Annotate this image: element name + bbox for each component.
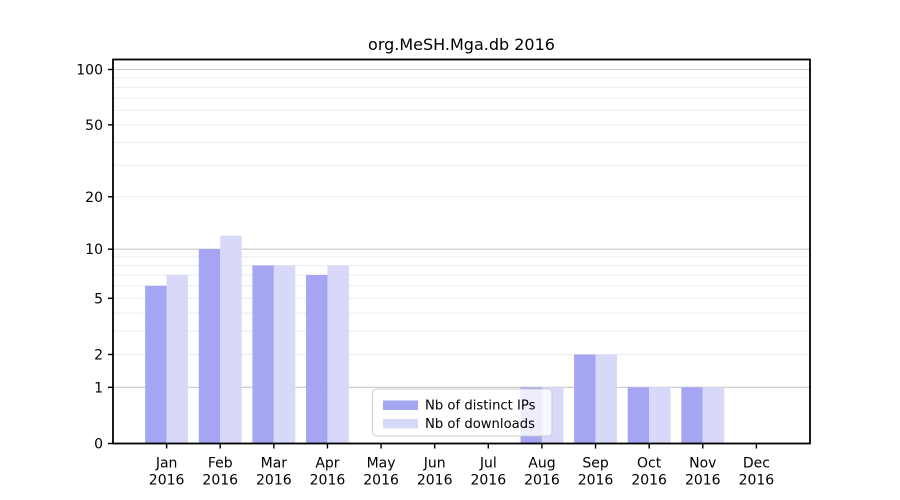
- x-tick-label-year: 2016: [524, 473, 560, 489]
- bar-downloads-oct: [649, 387, 671, 444]
- x-tick-label-month: Jun: [423, 456, 446, 472]
- y-tick-label: 1: [94, 380, 103, 396]
- x-tick-label-year: 2016: [310, 473, 346, 489]
- y-tick-label: 0: [94, 437, 103, 453]
- plot-border: [112, 58, 811, 445]
- bar-distinct-ips-mar: [252, 265, 274, 444]
- x-tick-label-month: May: [367, 456, 396, 472]
- x-tick-label-year: 2016: [470, 473, 506, 489]
- y-tick-label: 10: [85, 242, 103, 258]
- x-tick-label-month: Sep: [582, 456, 609, 472]
- bar-downloads-feb: [220, 235, 242, 444]
- x-tick-label-month: Jul: [479, 456, 497, 472]
- x-tick-label-month: Mar: [261, 456, 288, 472]
- x-tick-label-year: 2016: [578, 473, 614, 489]
- x-tick-label-year: 2016: [202, 473, 238, 489]
- bar-downloads-sep: [595, 354, 617, 444]
- bar-distinct-ips-apr: [306, 274, 328, 444]
- chart-title: org.MeSH.Mga.db 2016: [368, 35, 555, 54]
- x-tick-label-month: Jan: [155, 456, 178, 472]
- x-tick-label-month: Aug: [528, 456, 555, 472]
- x-tick-label-year: 2016: [149, 473, 185, 489]
- bar-distinct-ips-feb: [198, 249, 221, 444]
- bar-distinct-ips-oct: [627, 387, 650, 444]
- x-tick-label-month: Dec: [743, 456, 770, 472]
- legend-swatch-distinct-ips: [383, 400, 418, 410]
- legend-label-distinct-ips: Nb of distinct IPs: [425, 399, 536, 414]
- legend-label-downloads: Nb of downloads: [425, 417, 535, 432]
- x-tick-label-month: Apr: [315, 456, 339, 472]
- bar-distinct-ips-jan: [145, 285, 167, 444]
- y-tick-label: 5: [94, 291, 103, 307]
- x-tick-label-month: Oct: [637, 456, 662, 472]
- x-tick-label-year: 2016: [256, 473, 292, 489]
- bar-downloads-apr: [327, 265, 349, 444]
- bar-downloads-nov: [702, 387, 725, 444]
- x-tick-label-year: 2016: [631, 473, 667, 489]
- x-tick-label-year: 2016: [363, 473, 399, 489]
- x-tick-label-month: Feb: [208, 456, 233, 472]
- y-tick-label: 2: [94, 347, 103, 363]
- legend-swatch-downloads: [383, 419, 418, 429]
- bar-downloads-jan: [166, 274, 189, 444]
- bar-distinct-ips-sep: [574, 354, 596, 444]
- x-tick-label-year: 2016: [685, 473, 721, 489]
- legend: Nb of distinct IPs Nb of downloads: [372, 388, 553, 437]
- y-tick-label: 100: [76, 63, 103, 79]
- x-tick-label-month: Nov: [689, 456, 716, 472]
- y-tick-label: 50: [85, 118, 103, 134]
- x-tick-label-year: 2016: [739, 473, 775, 489]
- x-tick-label-year: 2016: [417, 473, 453, 489]
- bar-distinct-ips-nov: [681, 387, 703, 444]
- bar-downloads-mar: [273, 265, 296, 444]
- y-tick-label: 20: [85, 190, 103, 206]
